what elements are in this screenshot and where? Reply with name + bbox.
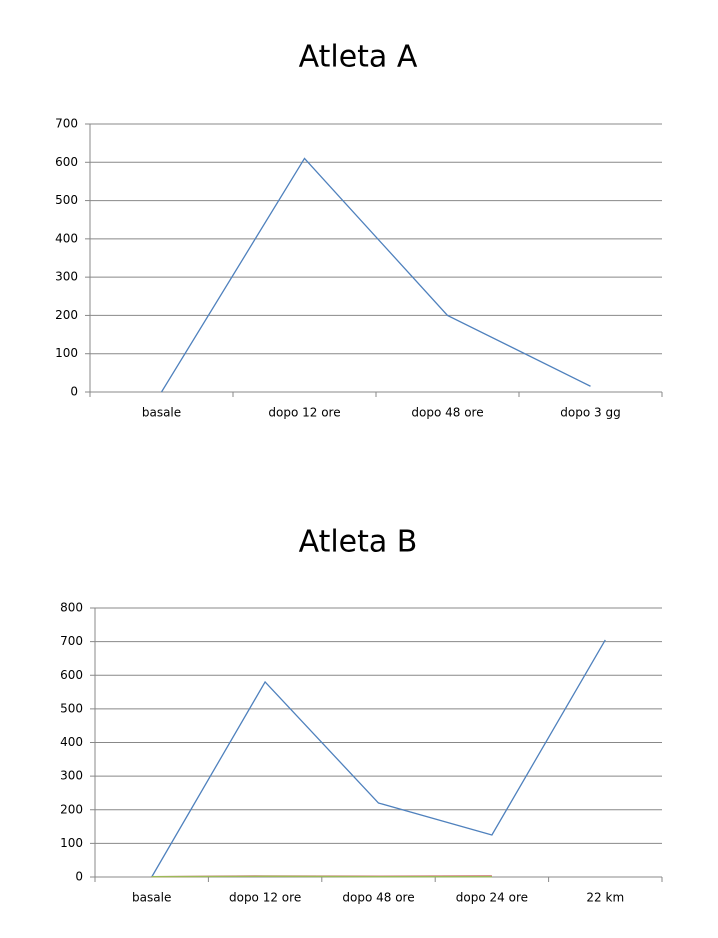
x-tick-label: dopo 12 ore [268,406,340,420]
y-tick-label: 700 [55,117,78,131]
x-tick-label: dopo 12 ore [229,891,301,905]
y-tick-label: 600 [60,668,83,682]
y-tick-label: 100 [55,346,78,360]
y-tick-label: 300 [60,769,83,783]
y-tick-label: 800 [60,601,83,615]
x-tick-label: dopo 48 ore [411,406,483,420]
y-tick-label: 200 [60,802,83,816]
line-series [151,639,606,878]
y-tick-label: 300 [55,270,78,284]
y-tick-label: 600 [55,155,78,169]
y-tick-label: 0 [70,385,78,399]
y-tick-label: 700 [60,634,83,648]
y-tick-label: 400 [60,735,83,749]
y-tick-label: 400 [55,231,78,245]
y-tick-label: 200 [55,308,78,322]
y-tick-label: 500 [55,193,78,207]
x-tick-label: dopo 48 ore [342,891,414,905]
x-tick-label: dopo 24 ore [456,891,528,905]
chart-title: Atleta A [299,40,418,75]
chart-title: Atleta B [299,525,418,560]
y-tick-label: 100 [60,836,83,850]
x-tick-label: dopo 3 gg [560,406,620,420]
line-series [160,157,591,393]
x-tick-label: 22 km [586,891,624,905]
y-tick-label: 500 [60,701,83,715]
y-tick-label: 0 [75,870,83,884]
x-tick-label: basale [142,406,181,420]
x-tick-label: basale [132,891,171,905]
